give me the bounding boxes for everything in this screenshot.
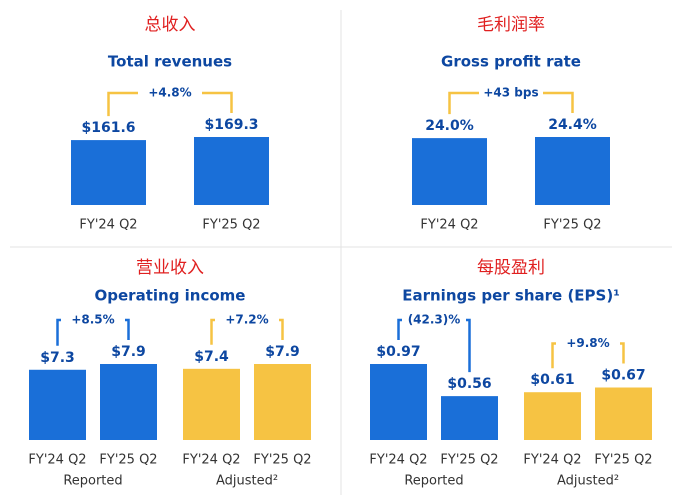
bar [595, 387, 652, 440]
chinese-title: 营业收入 [136, 258, 204, 278]
change-label: +7.2% [225, 313, 268, 327]
x-tick-label: FY'25 Q2 [440, 453, 498, 468]
value-label: $169.3 [204, 117, 258, 133]
bar [183, 368, 240, 440]
bar [29, 369, 86, 440]
chinese-title: 每股盈利 [477, 258, 545, 278]
bar [441, 396, 498, 440]
change-label: +9.8% [566, 336, 609, 350]
chart-title: Earnings per share (EPS)¹ [402, 287, 620, 305]
value-label: $0.97 [376, 344, 420, 360]
group-label: Reported [63, 474, 122, 489]
value-label: $7.4 [194, 349, 229, 365]
bar [412, 138, 487, 205]
value-label: 24.0% [425, 118, 474, 134]
x-tick-label: FY'25 Q2 [594, 453, 652, 468]
chinese-title: 毛利润率 [477, 15, 545, 35]
change-label-bg [61, 311, 125, 329]
change-label: (42.3)% [408, 313, 461, 327]
value-label: $0.61 [530, 372, 574, 388]
value-label: $0.56 [447, 376, 491, 392]
x-tick-label: FY'24 Q2 [182, 453, 240, 468]
value-label: $7.9 [265, 344, 300, 360]
x-tick-label: FY'25 Q2 [202, 218, 260, 233]
bar [194, 137, 269, 205]
bar [370, 364, 427, 440]
value-label: $161.6 [81, 120, 135, 136]
change-label-bg [556, 334, 620, 353]
change-label-bg [138, 84, 202, 102]
bar [254, 364, 311, 440]
change-label: +43 bps [483, 86, 538, 100]
group-label: Adjusted² [557, 474, 619, 489]
x-tick-label: FY'25 Q2 [99, 453, 157, 468]
x-tick-label: FY'24 Q2 [79, 218, 137, 233]
value-label: 24.4% [548, 117, 597, 133]
x-tick-label: FY'25 Q2 [543, 218, 601, 233]
x-tick-label: FY'24 Q2 [28, 453, 86, 468]
x-tick-label: FY'24 Q2 [420, 218, 478, 233]
x-tick-label: FY'24 Q2 [369, 453, 427, 468]
bar [524, 392, 581, 440]
group-label: Adjusted² [216, 474, 278, 489]
value-label: $7.9 [111, 344, 146, 360]
change-label-bg [479, 84, 543, 102]
change-label: +4.8% [148, 86, 191, 100]
change-label: +8.5% [71, 313, 114, 327]
change-label-bg [215, 311, 279, 329]
value-label: $0.67 [601, 368, 645, 384]
chart-title: Operating income [95, 287, 246, 305]
bar [71, 140, 146, 205]
chart-title: Gross profit rate [441, 53, 581, 71]
value-label: $7.3 [40, 350, 75, 366]
group-label: Reported [404, 474, 463, 489]
x-tick-label: FY'25 Q2 [253, 453, 311, 468]
chart-title: Total revenues [108, 53, 232, 71]
bar [535, 137, 610, 205]
bar [100, 364, 157, 440]
x-tick-label: FY'24 Q2 [523, 453, 581, 468]
change-label-bg [402, 311, 466, 329]
chinese-title: 总收入 [145, 15, 196, 35]
